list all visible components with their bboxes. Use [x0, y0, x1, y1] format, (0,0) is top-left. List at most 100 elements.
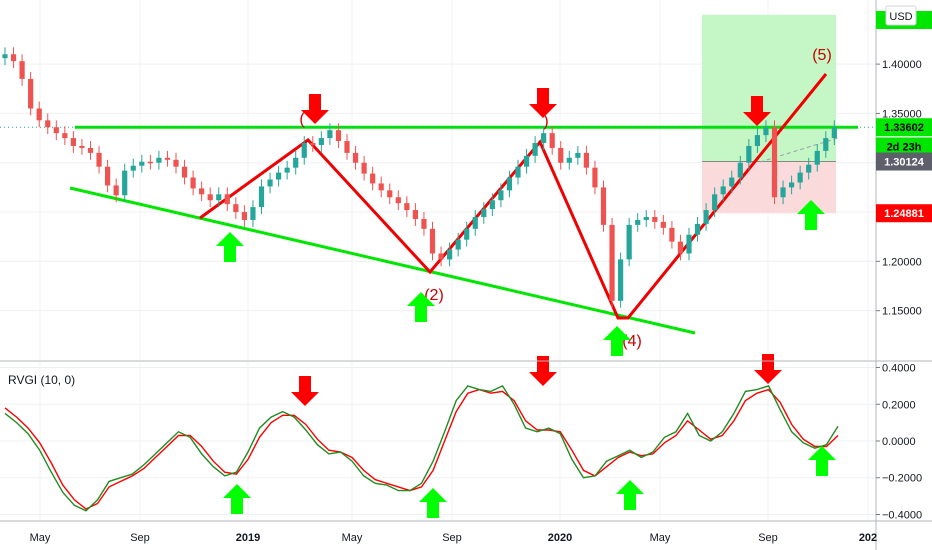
candle-body	[19, 61, 25, 79]
candle	[404, 196, 410, 217]
arrow-up-icon	[419, 488, 447, 518]
candle-body	[677, 241, 684, 254]
candle	[771, 120, 778, 205]
candle	[652, 210, 658, 229]
candle-body	[720, 186, 726, 195]
candle-body	[643, 216, 649, 220]
candle	[763, 120, 769, 143]
candle	[293, 150, 299, 175]
candle-body	[421, 218, 427, 229]
rvgi-pane	[4, 385, 839, 512]
candle-body	[506, 177, 513, 191]
candle	[130, 158, 136, 178]
pattern-label: (2)	[424, 287, 444, 304]
candle-body	[763, 127, 769, 136]
candle-body	[438, 253, 444, 260]
wave-pattern	[199, 73, 828, 320]
price-candles	[2, 47, 837, 308]
candle-body	[523, 155, 530, 167]
price-tag-bg	[876, 204, 932, 223]
candle-body	[378, 183, 384, 191]
candle	[429, 221, 436, 261]
candle-body	[10, 54, 17, 62]
candle	[258, 179, 265, 215]
candle	[498, 183, 504, 208]
candle	[481, 202, 487, 224]
price-tag-bg	[876, 118, 932, 137]
price-tag-label: 1.30124	[884, 157, 925, 169]
currency-badge[interactable]: USD	[889, 11, 912, 23]
rvgi-tick-label: −0.2000	[882, 473, 922, 485]
time-tick-label: 2020	[548, 532, 572, 544]
candle-body	[105, 166, 111, 186]
candle	[506, 170, 513, 198]
candle	[62, 126, 68, 145]
candle-body	[669, 227, 675, 242]
arrow-down-icon	[754, 354, 782, 384]
candle	[814, 144, 820, 172]
price-tag: 1.30124	[876, 152, 932, 171]
candle-body	[113, 185, 119, 196]
candle-body	[686, 234, 692, 254]
candle	[45, 113, 51, 135]
support-trendline	[69, 186, 696, 335]
position-zones	[702, 14, 836, 214]
candle-body	[250, 207, 256, 220]
candle-body	[447, 249, 453, 260]
candle-body	[558, 147, 564, 163]
candle-body	[652, 216, 658, 222]
candle-body	[173, 159, 179, 167]
candle-body	[370, 173, 376, 184]
candle	[361, 155, 367, 181]
candle	[797, 165, 803, 190]
candle-body	[284, 167, 290, 173]
candle	[352, 145, 359, 170]
candle	[823, 131, 829, 158]
candle-body	[335, 130, 342, 142]
candle-body	[395, 197, 401, 204]
currency-badge-frame[interactable]	[885, 5, 917, 26]
time-tick-label: Sep	[758, 532, 778, 544]
candle	[703, 203, 709, 231]
arrow-up-icon	[797, 200, 825, 230]
candle-body	[831, 127, 837, 139]
candle	[36, 101, 42, 128]
candle-body	[122, 170, 128, 196]
candle-body	[780, 187, 786, 198]
candle	[421, 212, 427, 236]
candle	[327, 123, 333, 145]
candle-body	[36, 108, 42, 121]
arrow-up-icon	[616, 480, 644, 510]
candle	[113, 178, 119, 203]
candle-body	[96, 152, 102, 167]
candle-body	[532, 143, 538, 156]
candle	[712, 187, 718, 217]
candle-body	[70, 138, 76, 146]
candle-body	[130, 165, 136, 171]
candle	[122, 163, 128, 203]
candle	[729, 170, 735, 194]
time-tick-label: May	[30, 532, 51, 544]
arrow-up-icon	[603, 326, 631, 356]
candle	[207, 187, 213, 208]
price-tag-bg	[876, 152, 932, 171]
price-tag-bg	[876, 137, 932, 156]
price-tick-label: 1.35000	[882, 108, 922, 120]
candle-body	[139, 161, 145, 166]
indicator-title: RVGI (10, 0)	[8, 373, 75, 387]
candle	[139, 154, 145, 173]
candle	[635, 213, 641, 232]
candle-body	[609, 224, 615, 301]
candle	[455, 232, 461, 257]
candle	[335, 123, 342, 148]
candle-body	[797, 172, 803, 183]
candle-body	[62, 133, 68, 139]
candle	[558, 141, 564, 170]
candle-body	[233, 204, 239, 213]
candle	[660, 215, 666, 235]
candle-body	[618, 259, 624, 301]
candle-body	[472, 216, 478, 229]
candle-body	[455, 239, 461, 250]
arrow-down-icon	[529, 88, 557, 118]
